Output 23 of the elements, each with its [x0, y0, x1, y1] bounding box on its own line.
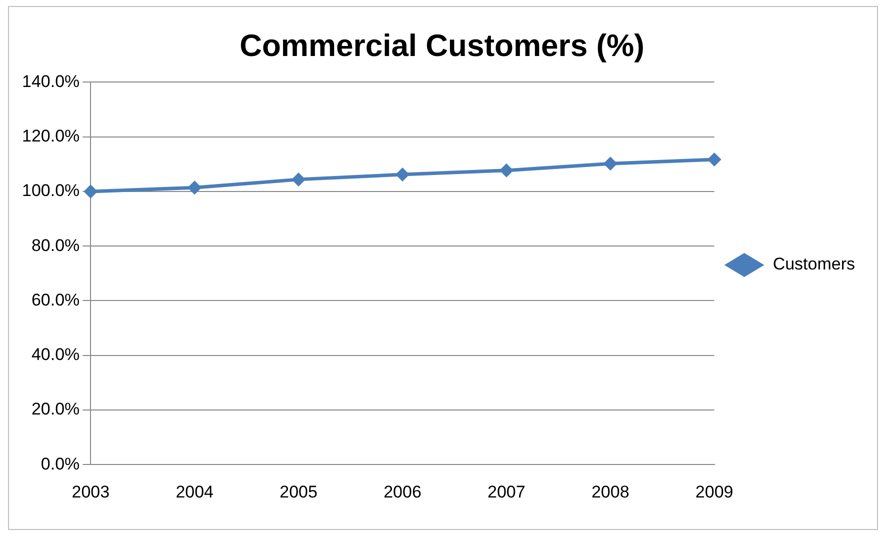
x-tick-label: 2007: [488, 482, 526, 502]
x-tick-label: 2005: [280, 482, 318, 502]
legend-label: Customers: [772, 254, 855, 274]
point: [395, 168, 410, 182]
y-tick-label: 80.0%: [31, 236, 80, 255]
chart-title: Commercial Customers (%): [240, 28, 644, 64]
y-tick-label: 120.0%: [22, 126, 80, 146]
point: [292, 172, 306, 186]
point: [707, 152, 722, 166]
x-tick-label: 2004: [176, 482, 214, 502]
y-tick-label: 20.0%: [31, 400, 80, 419]
x-tick-label: 2006: [384, 482, 422, 502]
y-tick-label: 100.0%: [22, 181, 80, 200]
x-tick-label: 2009: [695, 482, 734, 502]
point: [499, 163, 514, 178]
x-tick-label: 2003: [72, 482, 110, 502]
y-tick-label: 140.0%: [22, 72, 80, 91]
point: [188, 180, 202, 195]
x-tick-label: 2008: [591, 482, 630, 502]
y-tick-label: 60.0%: [31, 290, 80, 310]
y-tick-label: 40.0%: [31, 345, 80, 364]
point: [603, 156, 618, 171]
y-tick-label: 0.0%: [40, 454, 80, 474]
